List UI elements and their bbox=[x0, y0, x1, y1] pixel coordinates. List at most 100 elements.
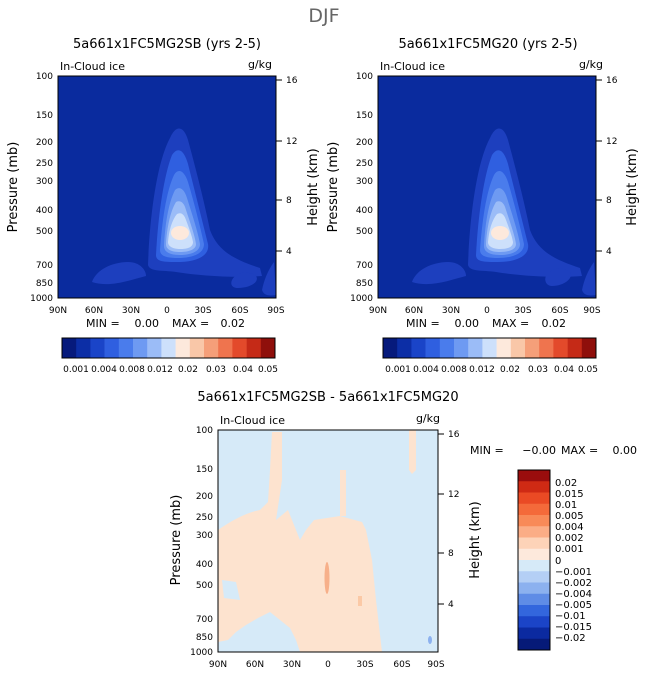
colorbar-label: 0.01 bbox=[555, 500, 577, 511]
x-tick-label: 30N bbox=[122, 306, 140, 316]
contour-level-1c bbox=[545, 268, 571, 286]
y-tick-label: 300 bbox=[36, 177, 53, 187]
x-tick-label: 60S bbox=[551, 306, 568, 316]
x-tick-label: 30S bbox=[514, 306, 531, 316]
colorbar-swatch bbox=[175, 338, 191, 358]
colorbar-swatch bbox=[518, 605, 550, 617]
colorbar-swatch bbox=[518, 515, 550, 527]
y2-tick-label: 8 bbox=[448, 549, 454, 559]
plot-frame bbox=[217, 429, 439, 653]
colorbar-label: 0.02 bbox=[178, 365, 198, 375]
positive-peak bbox=[324, 562, 330, 594]
colorbar-label: −0.01 bbox=[555, 611, 586, 622]
colorbar-label: −0.002 bbox=[555, 578, 592, 589]
y-tick-label: 250 bbox=[196, 513, 213, 523]
stats: MIN = −0.00 MAX = 0.00 bbox=[470, 444, 637, 457]
colorbar-label: 0.04 bbox=[233, 365, 253, 375]
colorbar-swatch bbox=[518, 537, 550, 550]
y2-tick-label: 8 bbox=[286, 196, 292, 206]
colorbar-swatch bbox=[383, 338, 398, 358]
colorbar-swatch bbox=[496, 338, 512, 358]
x-tick-label: 30N bbox=[442, 306, 460, 316]
contour-level-1c bbox=[231, 272, 257, 288]
plot-frame bbox=[377, 75, 597, 299]
colorbar-label: 0.001 bbox=[385, 365, 411, 375]
min-label: MIN = bbox=[86, 317, 120, 330]
x-tick-label: 60S bbox=[393, 660, 410, 670]
colorbar-label: 0.004 bbox=[413, 365, 439, 375]
y2-ticks: 16 12 8 4 bbox=[596, 76, 618, 257]
colorbar-swatch bbox=[62, 338, 77, 358]
y-tick-label: 500 bbox=[356, 227, 373, 237]
x-tick-label: 90S bbox=[267, 306, 284, 316]
contour-field bbox=[218, 430, 438, 652]
variable-label: In-Cloud ice bbox=[60, 60, 125, 73]
y-tick-label: 700 bbox=[196, 615, 213, 625]
colorbar-labels: 0.02 0.015 0.01 0.005 0.004 0.002 0.001 … bbox=[555, 478, 592, 644]
y-ticks: 100 150 200 250 300 400 500 700 850 1000 bbox=[30, 72, 53, 304]
colorbar-swatch bbox=[411, 338, 426, 358]
colorbar-swatch bbox=[518, 470, 550, 482]
max-value: 0.02 bbox=[221, 317, 246, 330]
contour-level-1b bbox=[92, 262, 146, 285]
colorbar bbox=[517, 469, 551, 651]
y2-tick-label: 12 bbox=[286, 137, 297, 147]
colorbar-label: 0 bbox=[555, 556, 561, 567]
y-tick-label: 150 bbox=[36, 111, 53, 121]
y-axis-label: Pressure (mb) bbox=[6, 142, 21, 233]
colorbar-swatch bbox=[539, 338, 554, 358]
y2-tick-label: 4 bbox=[286, 247, 292, 257]
y-tick-label: 400 bbox=[356, 206, 373, 216]
y-tick-label: 100 bbox=[36, 72, 53, 82]
colorbar-swatch bbox=[518, 627, 550, 640]
x-ticks: 90N 60N 30N 0 30S 60S 90S bbox=[209, 660, 445, 670]
colorbar-label: 0.02 bbox=[555, 478, 577, 489]
x-ticks: 90N 60N 30N 0 30S 60S 90S bbox=[369, 306, 601, 316]
contour-field bbox=[378, 76, 596, 298]
min-label: MIN = bbox=[406, 317, 440, 330]
max-value: 0.02 bbox=[542, 317, 567, 330]
y-tick-label: 300 bbox=[356, 177, 373, 187]
y-tick-label: 200 bbox=[36, 138, 53, 148]
colorbar-swatch bbox=[118, 338, 134, 358]
x-tick-label: 30S bbox=[356, 660, 373, 670]
colorbar-swatch bbox=[518, 616, 550, 628]
colorbar-swatch bbox=[518, 638, 550, 651]
positive-speck bbox=[358, 596, 362, 606]
y2-tick-label: 4 bbox=[606, 247, 612, 257]
x-ticks: 90N 60N 30N 0 30S 60S 90S bbox=[49, 306, 285, 316]
units-label: g/kg bbox=[416, 412, 440, 425]
x-tick-label: 0 bbox=[484, 306, 490, 316]
colorbar-label: 0.005 bbox=[555, 511, 584, 522]
y-tick-label: 700 bbox=[36, 261, 53, 271]
y2-tick-label: 16 bbox=[606, 76, 618, 86]
colorbar-swatch bbox=[425, 338, 441, 358]
min-value: 0.00 bbox=[455, 317, 480, 330]
positive-region-top bbox=[409, 430, 416, 474]
colorbar-label: 0.012 bbox=[147, 365, 173, 375]
y-tick-label: 850 bbox=[36, 279, 53, 289]
variable-label: In-Cloud ice bbox=[380, 60, 445, 73]
max-label: MAX = bbox=[492, 317, 529, 330]
colorbar-swatch bbox=[518, 492, 550, 505]
y-tick-label: 300 bbox=[196, 531, 213, 541]
colorbar-swatch bbox=[204, 338, 219, 358]
x-tick-label: 90N bbox=[49, 306, 67, 316]
y-ticks: 100 150 200 250 300 400 500 700 850 1000 bbox=[350, 72, 373, 304]
colorbar-swatch bbox=[397, 338, 412, 358]
y-tick-label: 150 bbox=[196, 465, 213, 475]
colorbar-swatch bbox=[76, 338, 91, 358]
y2-tick-label: 8 bbox=[606, 196, 612, 206]
y-axis-right-label: Height (km) bbox=[306, 148, 321, 225]
colorbar-label: 0.001 bbox=[63, 365, 89, 375]
max-label: MAX = bbox=[561, 444, 598, 457]
chart-panel-2: 5a661x1FC5MG20 (yrs 2-5) In-Cloud ice g/… bbox=[326, 37, 640, 375]
variable-label: In-Cloud ice bbox=[220, 414, 285, 427]
y2-tick-label: 12 bbox=[606, 137, 617, 147]
positive-region-mid bbox=[340, 470, 346, 516]
y-tick-label: 850 bbox=[196, 633, 213, 643]
x-tick-label: 0 bbox=[325, 660, 331, 670]
y-axis-right-label: Height (km) bbox=[468, 501, 483, 578]
y2-tick-label: 16 bbox=[448, 430, 460, 440]
